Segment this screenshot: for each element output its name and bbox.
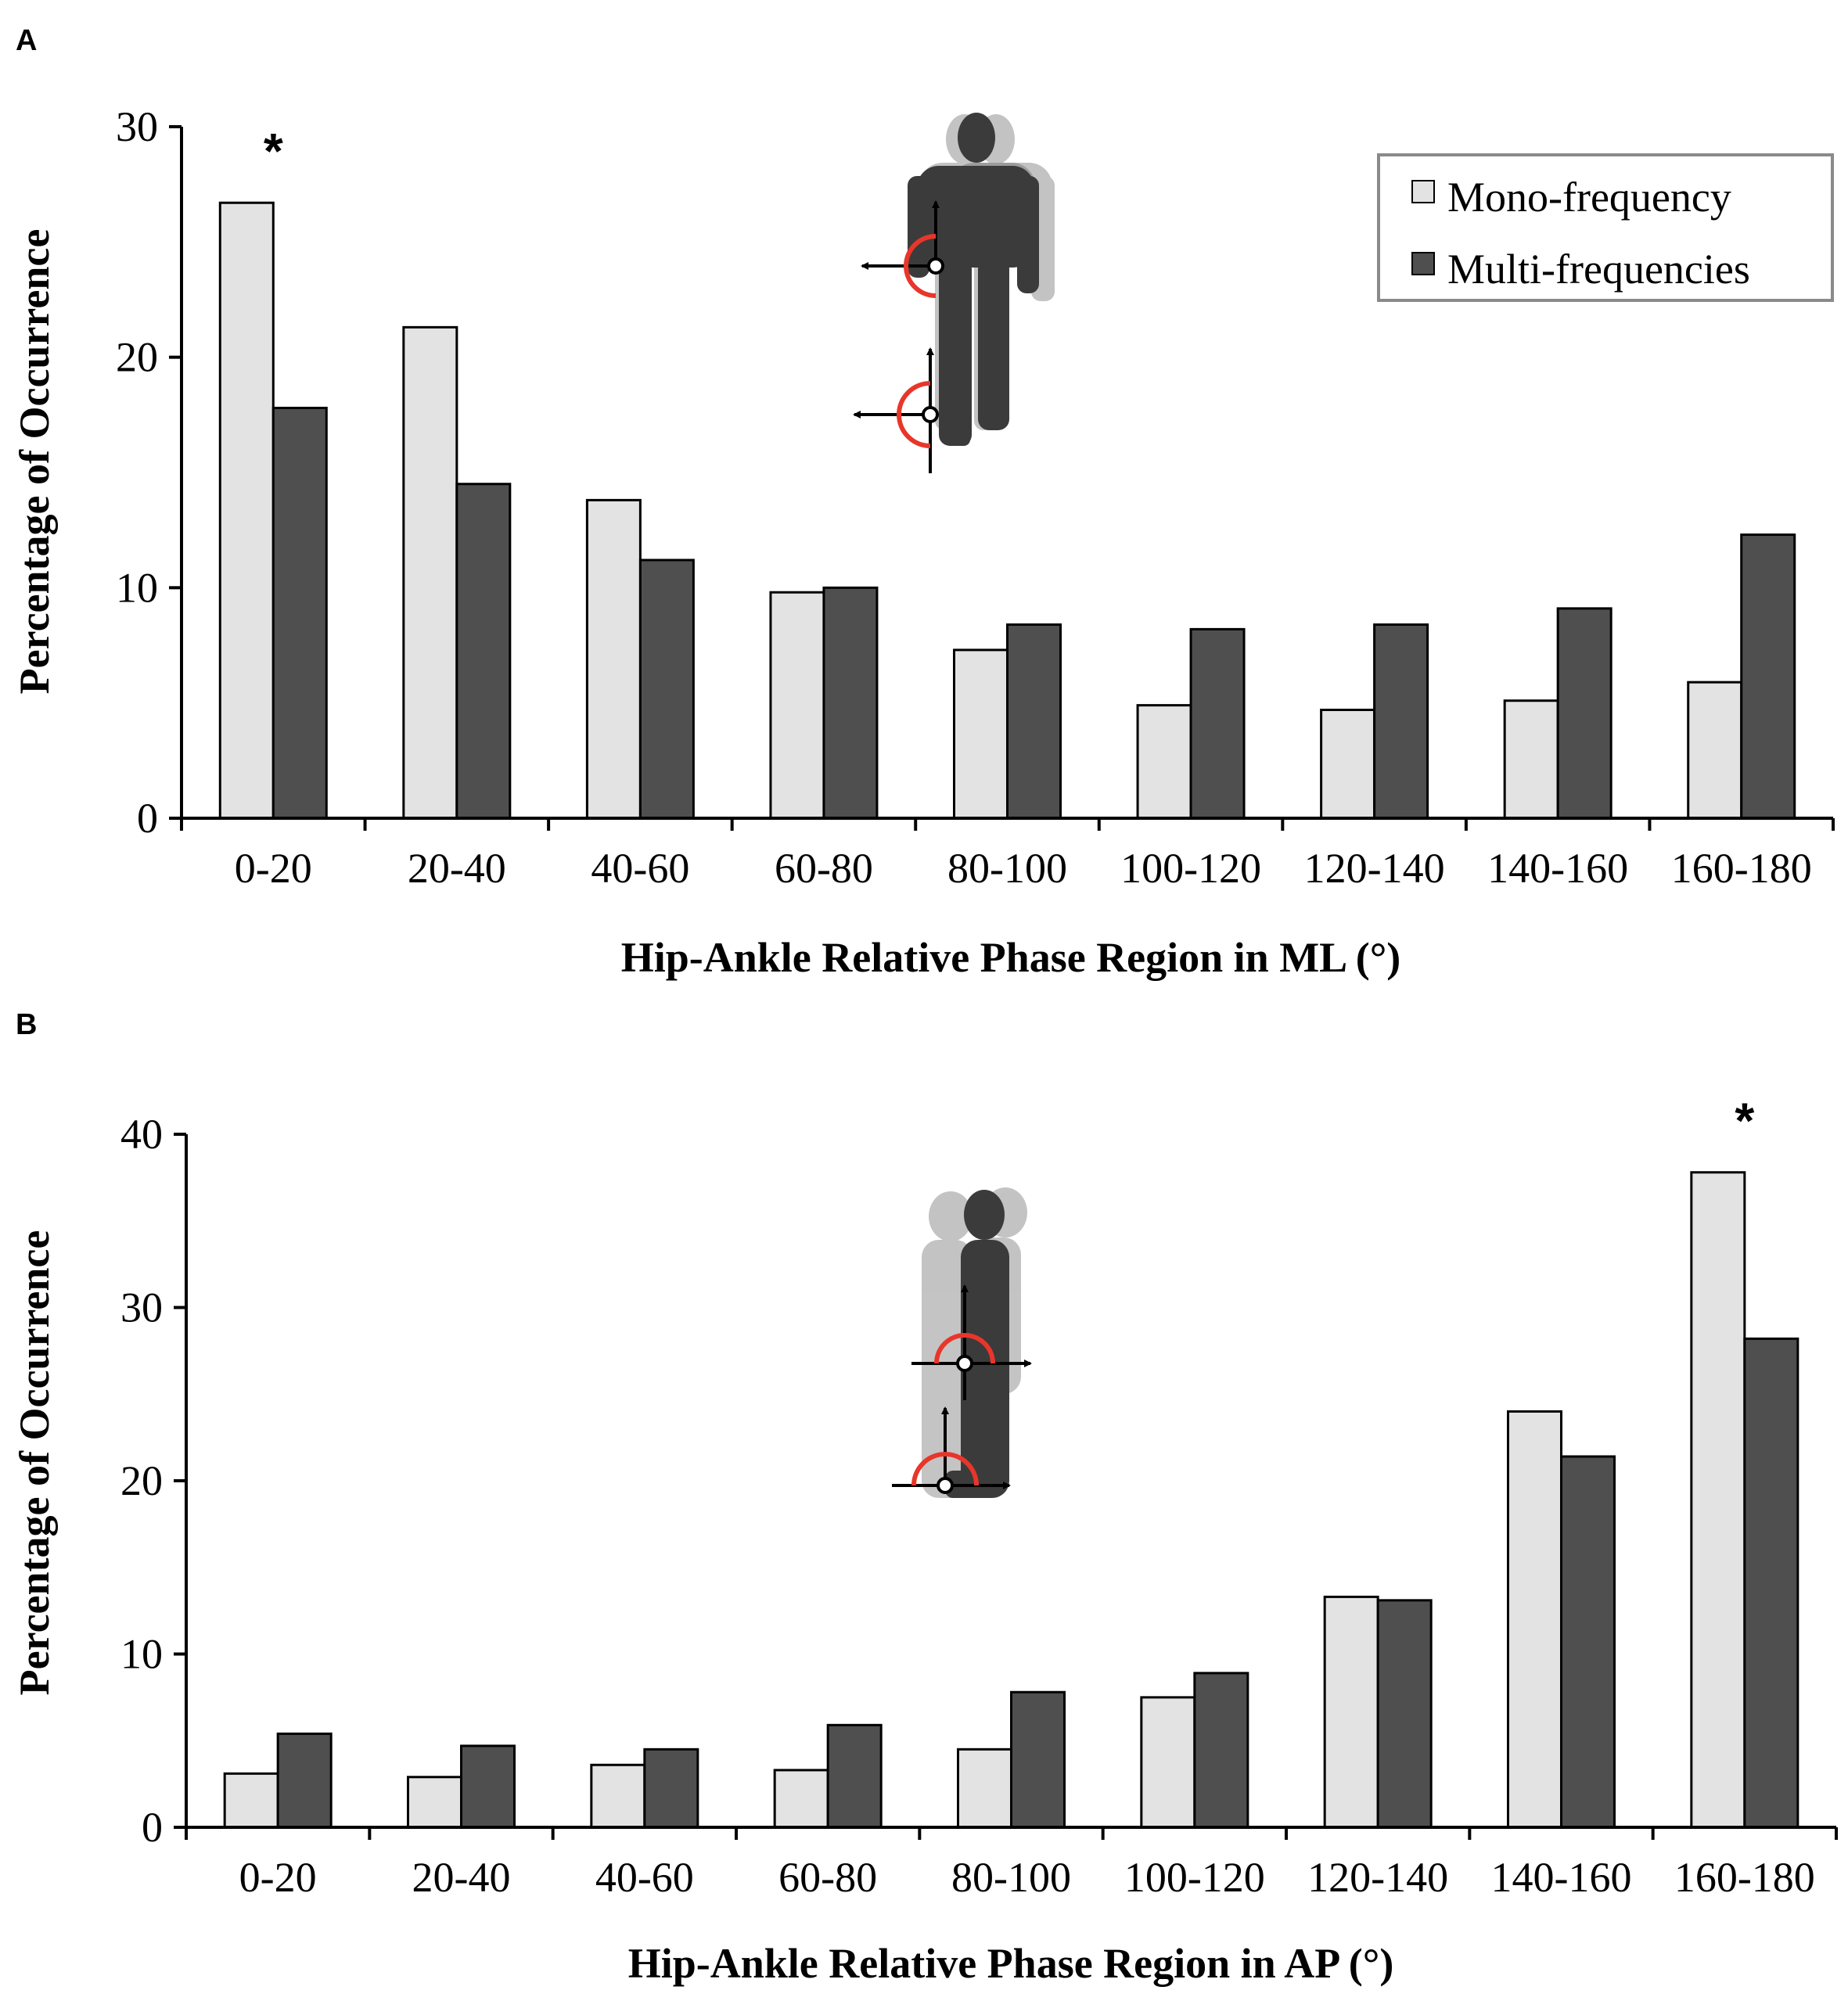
y-tick-label: 20 — [120, 1457, 163, 1504]
bar-mono-60-80 — [773, 1769, 829, 1829]
panel-b-significance-marks: * — [1735, 1093, 1754, 1149]
bar-multi-40-60 — [638, 559, 695, 820]
y-tick-label: 20 — [116, 334, 158, 381]
panel-b-x-axis-label: Hip-Ankle Relative Phase Region in AP (°… — [628, 1940, 1394, 1987]
bar-multi-100-120 — [1189, 627, 1246, 820]
ankle-phase-indicator — [853, 347, 939, 473]
sagittal-view-figure — [892, 1187, 1032, 1498]
panel-a-axes — [169, 125, 1835, 831]
bar-multi-140-160 — [1556, 607, 1613, 820]
panel-a: A Percentage of Occurrence Hip-Ankle Rel… — [11, 24, 1835, 981]
hip-phase-indicator — [911, 1284, 1032, 1400]
bar-mono-60-80 — [769, 591, 825, 820]
bar-mono-0-20 — [223, 1772, 279, 1829]
ankle-phase-indicator — [892, 1406, 1011, 1494]
significance-asterisk: * — [264, 123, 283, 179]
bar-multi-120-140 — [1376, 1599, 1433, 1829]
x-tick-label: 80-100 — [947, 845, 1067, 892]
bar-multi-0-20 — [271, 406, 328, 820]
panel-a-letter: A — [16, 24, 37, 57]
figure-body — [908, 113, 1039, 446]
panel-b-axes — [174, 1133, 1838, 1840]
bar-mono-120-140 — [1320, 709, 1376, 820]
bar-multi-80-100 — [1010, 1690, 1066, 1829]
legend-swatch-mono — [1411, 180, 1435, 203]
bar-multi-140-160 — [1560, 1455, 1616, 1829]
panel-a-tick-labels: 0 10 20 30 0-20 20-40 40-60 60-80 80-100 100-120 1… — [116, 103, 1812, 892]
x-tick-label: 0-20 — [235, 845, 312, 892]
legend-frame — [1377, 153, 1834, 302]
x-tick-label: 140-160 — [1487, 845, 1628, 892]
significance-asterisk: * — [1735, 1093, 1754, 1149]
y-tick-label: 10 — [116, 564, 158, 611]
x-tick-label: 100-120 — [1124, 1854, 1265, 1901]
bar-multi-120-140 — [1373, 623, 1429, 820]
bar-mono-80-100 — [957, 1748, 1012, 1829]
bar-mono-120-140 — [1323, 1595, 1379, 1829]
x-tick-label: 100-120 — [1120, 845, 1261, 892]
x-tick-label: 120-140 — [1307, 1854, 1448, 1901]
x-tick-label: 40-60 — [591, 845, 689, 892]
x-tick-label: 120-140 — [1304, 845, 1445, 892]
y-tick-label: 0 — [137, 795, 158, 842]
x-tick-label: 60-80 — [778, 1854, 877, 1901]
legend-label-multi: Multi-frequencies — [1447, 246, 1750, 293]
bar-mono-140-160 — [1507, 1410, 1562, 1829]
panel-b: B Percentage of Occurrence Hip-Ankle Rel… — [11, 1008, 1838, 1987]
bar-multi-60-80 — [822, 586, 879, 820]
legend-swatch-multi — [1411, 252, 1435, 275]
panel-a-x-axis-label: Hip-Ankle Relative Phase Region in ML (°… — [621, 934, 1401, 981]
hip-phase-indicator — [861, 200, 944, 298]
bar-mono-40-60 — [590, 1763, 646, 1829]
panel-a-bars — [218, 201, 1796, 820]
bar-multi-100-120 — [1193, 1672, 1249, 1829]
bar-mono-100-120 — [1136, 704, 1192, 820]
bar-mono-0-20 — [218, 201, 275, 820]
bar-multi-60-80 — [826, 1723, 883, 1829]
x-tick-label: 160-180 — [1674, 1854, 1815, 1901]
panel-b-letter: B — [16, 1008, 37, 1041]
bar-mono-100-120 — [1140, 1696, 1196, 1829]
bar-multi-20-40 — [455, 483, 512, 820]
x-tick-label: 140-160 — [1491, 1854, 1632, 1901]
panel-b-tick-labels: 0 10 20 30 40 0-20 20-40 40-60 60-80 80-100 100-12… — [120, 1111, 1815, 1901]
x-tick-label: 60-80 — [775, 845, 873, 892]
x-tick-label: 160-180 — [1671, 845, 1812, 892]
panel-b-y-axis-label: Percentage of Occurrence — [11, 1230, 58, 1696]
figure-body — [945, 1190, 1009, 1498]
legend-label-mono: Mono-frequency — [1447, 174, 1731, 221]
x-tick-label: 20-40 — [408, 845, 506, 892]
y-tick-label: 30 — [120, 1284, 163, 1331]
y-tick-label: 30 — [116, 103, 158, 150]
y-tick-label: 10 — [120, 1631, 163, 1678]
bar-mono-20-40 — [402, 325, 458, 820]
x-tick-label: 0-20 — [239, 1854, 317, 1901]
x-tick-label: 40-60 — [595, 1854, 694, 1901]
bar-mono-80-100 — [953, 648, 1008, 820]
panel-a-y-axis-label: Percentage of Occurrence — [11, 229, 58, 695]
bar-multi-160-180 — [1743, 1337, 1799, 1829]
panel-a-significance-marks: * — [264, 123, 283, 179]
bar-mono-160-180 — [1690, 1171, 1746, 1829]
y-tick-label: 0 — [142, 1804, 163, 1851]
bar-multi-160-180 — [1740, 533, 1796, 820]
frontal-view-figure — [853, 113, 1055, 473]
bar-mono-20-40 — [407, 1776, 462, 1829]
bar-multi-0-20 — [276, 1732, 333, 1829]
bar-multi-40-60 — [643, 1748, 699, 1829]
bar-mono-160-180 — [1687, 681, 1743, 820]
bar-mono-140-160 — [1503, 699, 1559, 820]
legend: Mono-frequency Multi-frequencies — [1377, 153, 1834, 302]
x-tick-label: 20-40 — [412, 1854, 511, 1901]
x-tick-label: 80-100 — [951, 1854, 1071, 1901]
bar-multi-80-100 — [1006, 623, 1062, 820]
bar-multi-20-40 — [460, 1744, 516, 1829]
bar-mono-40-60 — [585, 498, 642, 820]
y-tick-label: 40 — [120, 1111, 163, 1158]
